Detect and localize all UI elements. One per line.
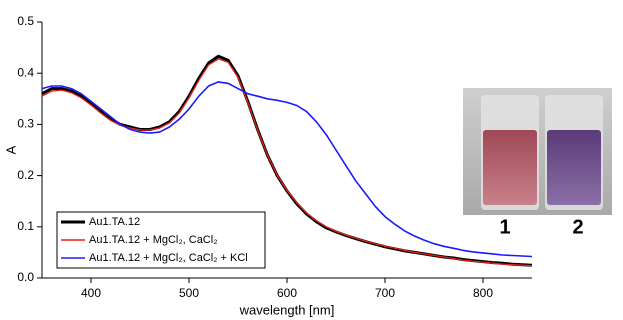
vial-label: 2 — [572, 216, 583, 238]
x-axis-title: wavelength [nm] — [239, 302, 335, 317]
legend-label: Au1.TA.12 + MgCl₂, CaCl₂ + KCl — [89, 252, 248, 264]
photo — [463, 88, 612, 215]
y-tick-label: 0.5 — [17, 14, 34, 28]
y-tick-label: 0.4 — [17, 65, 34, 79]
vial-liquid — [547, 130, 601, 205]
series-line — [41, 81, 533, 258]
legend-label: Au1.TA.12 — [89, 216, 140, 228]
vial-liquid — [483, 130, 537, 205]
legend-label: Au1.TA.12 + MgCl₂, CaCl₂ — [89, 234, 217, 246]
x-tick-label: 400 — [81, 286, 101, 300]
y-tick-label: 0.0 — [17, 270, 34, 284]
legend-box — [56, 211, 266, 269]
x-tick-label: 600 — [277, 286, 297, 300]
y-tick-label: 0.2 — [17, 168, 34, 182]
vial-label: 1 — [499, 216, 510, 238]
y-tick-label: 0.3 — [17, 117, 34, 131]
x-tick-label: 700 — [375, 286, 395, 300]
y-axis-title: A — [3, 145, 18, 154]
y-tick-label: 0.1 — [17, 219, 34, 233]
x-tick-label: 500 — [179, 286, 199, 300]
x-tick-label: 800 — [473, 286, 493, 300]
